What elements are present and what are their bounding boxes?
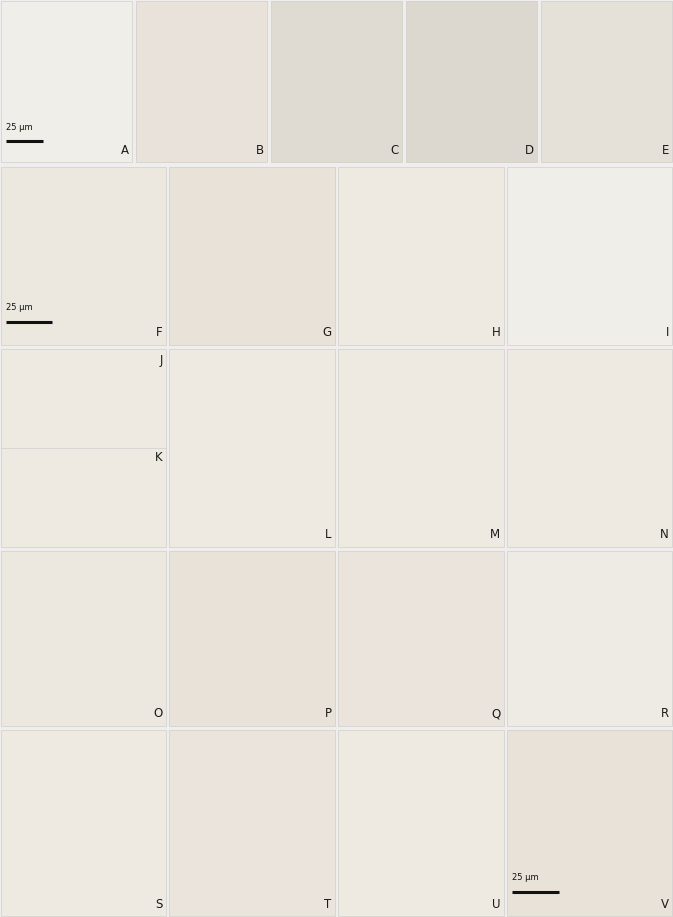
Text: 25 μm: 25 μm [512, 873, 539, 881]
Bar [338, 349, 503, 547]
Text: A: A [121, 144, 129, 157]
Text: S: S [155, 898, 163, 911]
Bar [170, 730, 334, 916]
Text: 25 μm: 25 μm [6, 124, 33, 132]
Bar [170, 551, 334, 725]
Bar [1, 349, 166, 547]
Bar [170, 167, 334, 345]
Bar [1, 167, 166, 345]
Text: R: R [661, 707, 669, 720]
Bar [170, 349, 334, 547]
Bar [406, 1, 537, 162]
Bar [1, 730, 166, 916]
Text: T: T [324, 898, 331, 911]
Bar [507, 730, 672, 916]
Text: G: G [322, 326, 331, 339]
Text: L: L [325, 528, 331, 541]
Bar [136, 1, 267, 162]
Text: U: U [492, 898, 500, 911]
Text: J: J [160, 354, 163, 367]
Text: P: P [324, 707, 331, 720]
Text: E: E [662, 144, 669, 157]
Bar [271, 1, 402, 162]
Text: D: D [525, 144, 534, 157]
Text: 25 μm: 25 μm [6, 303, 33, 312]
Text: I: I [666, 326, 669, 339]
Bar [338, 167, 503, 345]
Text: C: C [391, 144, 399, 157]
Text: Q: Q [491, 707, 500, 720]
Text: M: M [490, 528, 500, 541]
Text: H: H [491, 326, 500, 339]
Text: F: F [156, 326, 163, 339]
Bar [1, 551, 166, 725]
Text: B: B [256, 144, 264, 157]
Text: N: N [660, 528, 669, 541]
Bar [507, 551, 672, 725]
Text: O: O [153, 707, 163, 720]
Text: V: V [661, 898, 669, 911]
Bar [338, 551, 503, 725]
Bar [540, 1, 672, 162]
Bar [507, 167, 672, 345]
Text: K: K [155, 450, 163, 464]
Bar [1, 1, 133, 162]
Bar [338, 730, 503, 916]
Bar [507, 349, 672, 547]
